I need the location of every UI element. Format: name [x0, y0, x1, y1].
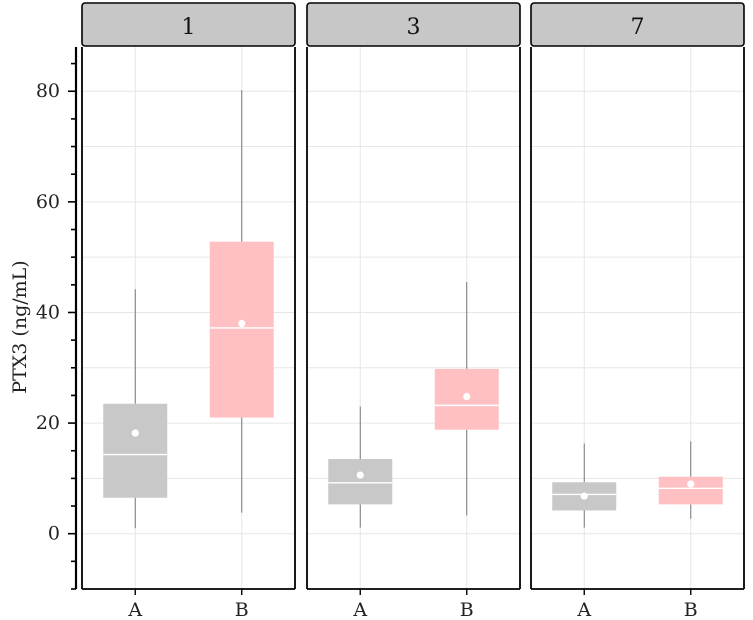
y-tick-label: 0 — [48, 523, 60, 545]
facet-strip-label: 7 — [631, 15, 645, 40]
y-tick-label: 80 — [36, 80, 60, 102]
facet-strip-label: 3 — [407, 15, 421, 40]
mean-point — [463, 392, 471, 401]
box-b — [434, 282, 499, 516]
facet-strip — [530, 2, 745, 47]
x-tick-label: B — [235, 599, 249, 620]
x-tick-label: B — [684, 599, 698, 620]
box-a — [552, 443, 617, 528]
facet-strip-label: 1 — [182, 15, 196, 40]
box-iqr — [328, 459, 393, 505]
mean-point — [131, 429, 139, 437]
box-a — [103, 289, 168, 529]
x-tick-label: A — [352, 599, 367, 620]
facet-strip — [306, 2, 521, 47]
mean-point — [580, 492, 588, 500]
y-tick-label: 40 — [36, 301, 60, 323]
y-tick-label: 60 — [36, 191, 60, 213]
mean-point — [687, 480, 695, 488]
y-tick-label: 20 — [36, 412, 60, 434]
box-a — [328, 406, 393, 528]
mean-point — [356, 471, 364, 479]
facet-panels: 1 A B 3 A B 7 A B — [81, 2, 745, 620]
box-iqr — [209, 241, 274, 418]
facet-panel: 3 A B — [306, 2, 521, 620]
facet-panel: 7 A B — [530, 2, 745, 620]
box-b — [658, 441, 723, 519]
x-tick-label: A — [576, 599, 591, 620]
mean-point — [238, 319, 246, 328]
y-axis: 0 20 40 60 80 — [36, 47, 78, 590]
facet-panel: 1 A B — [81, 2, 296, 620]
x-tick-label: B — [460, 599, 474, 620]
box-iqr — [103, 403, 168, 498]
y-axis-label: PTX3 (ng/mL) — [9, 260, 31, 393]
x-tick-label: A — [127, 599, 142, 620]
box-b — [209, 90, 274, 513]
facet-strip — [81, 2, 296, 47]
